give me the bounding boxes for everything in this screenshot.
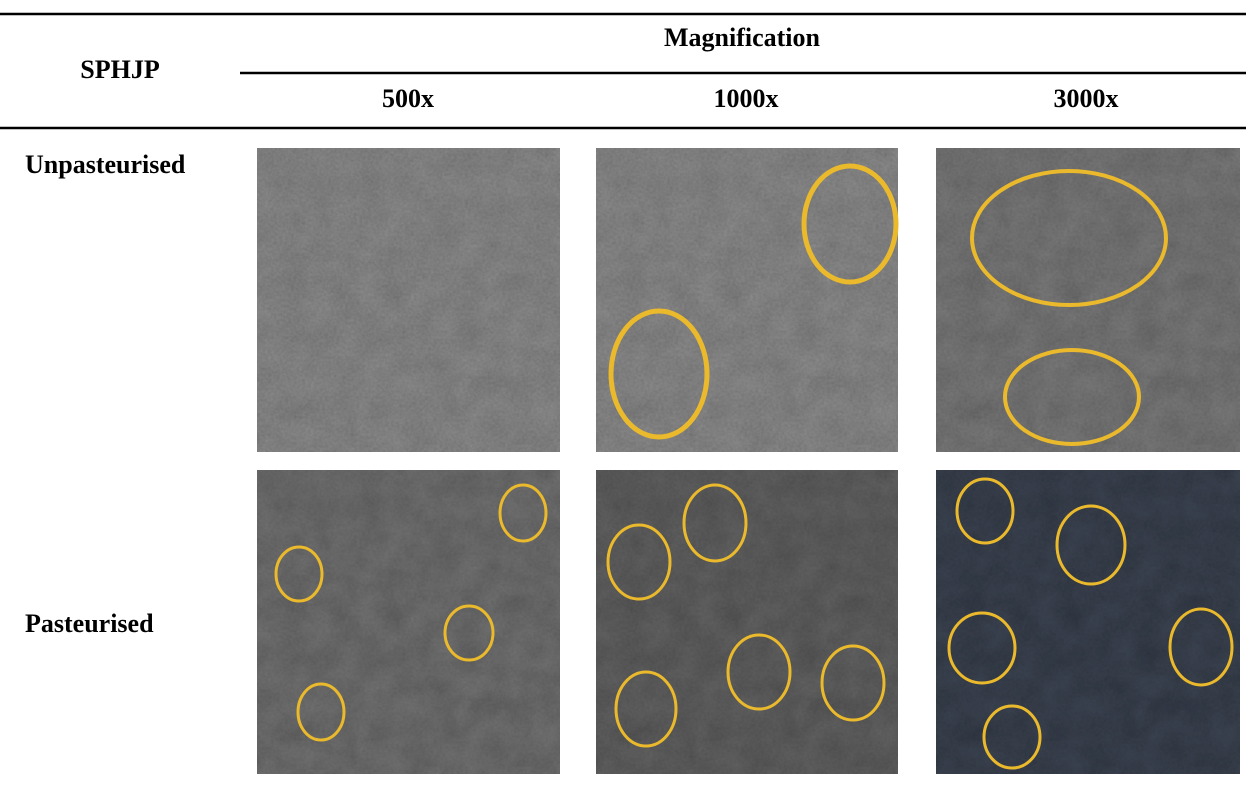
row-label: Pasteurised bbox=[25, 609, 154, 638]
micrograph bbox=[596, 148, 898, 452]
micrograph bbox=[257, 148, 560, 452]
row-label: Unpasteurised bbox=[25, 150, 186, 179]
micrograph bbox=[596, 470, 898, 774]
column-header: 3000x bbox=[1054, 84, 1119, 113]
group-header: Magnification bbox=[664, 23, 821, 52]
column-header: 1000x bbox=[714, 84, 779, 113]
row-header: SPHJP bbox=[80, 55, 160, 84]
sem-table: SPHJP Magnification 500x 1000x 3000x Unp… bbox=[0, 0, 1246, 787]
micrograph bbox=[257, 470, 560, 774]
micrograph bbox=[936, 470, 1240, 774]
column-header: 500x bbox=[382, 84, 434, 113]
micrograph bbox=[936, 148, 1240, 452]
